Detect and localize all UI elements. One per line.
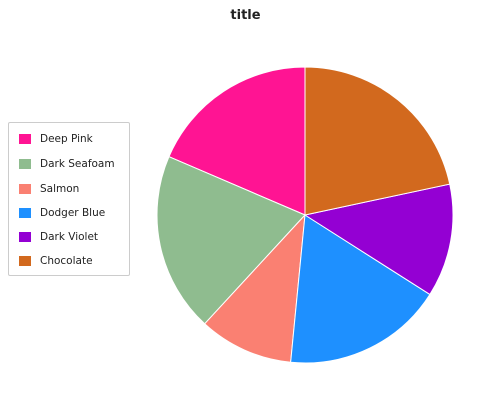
legend-item-dark-violet: Dark Violet bbox=[19, 231, 98, 243]
pie-slice-dodger-blue bbox=[290, 214, 431, 364]
pie-slice-dark-seafoam bbox=[156, 156, 306, 325]
chart-title: title bbox=[230, 8, 261, 23]
legend-swatch-dark-violet bbox=[19, 232, 31, 242]
legend-label-salmon: Salmon bbox=[40, 183, 80, 195]
legend-label-deep-pink: Deep Pink bbox=[40, 133, 93, 145]
legend-swatch-salmon bbox=[19, 184, 31, 194]
legend: Deep Pink Dark Seafoam Salmon Dodger Blu… bbox=[8, 122, 130, 276]
legend-item-chocolate: Chocolate bbox=[19, 255, 93, 267]
legend-label-dark-seafoam: Dark Seafoam bbox=[40, 158, 115, 170]
legend-swatch-chocolate bbox=[19, 256, 31, 266]
legend-label-dodger-blue: Dodger Blue bbox=[40, 207, 106, 219]
legend-item-dodger-blue: Dodger Blue bbox=[19, 207, 105, 219]
legend-swatch-dark-seafoam bbox=[19, 159, 31, 169]
legend-item-dark-seafoam: Dark Seafoam bbox=[19, 158, 115, 170]
legend-label-chocolate: Chocolate bbox=[40, 255, 93, 267]
legend-swatch-deep-pink bbox=[19, 134, 31, 144]
legend-item-deep-pink: Deep Pink bbox=[19, 133, 93, 145]
legend-label-dark-violet: Dark Violet bbox=[40, 231, 99, 243]
pie-slice-salmon bbox=[203, 213, 306, 363]
pie-slice-deep-pink bbox=[168, 66, 306, 216]
legend-swatch-dodger-blue bbox=[19, 208, 31, 218]
pie-slice-chocolate bbox=[304, 66, 451, 216]
pie-slice-dark-violet bbox=[303, 183, 454, 296]
legend-item-salmon: Salmon bbox=[19, 183, 79, 195]
